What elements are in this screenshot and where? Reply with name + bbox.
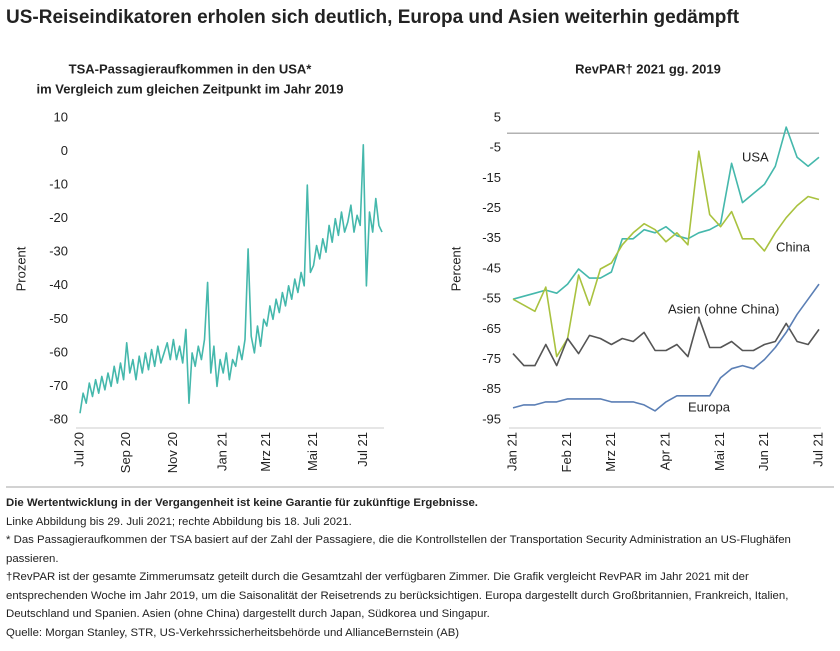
y-tick-label: -40 bbox=[49, 277, 68, 292]
note: Quelle: Morgan Stanley, STR, US-Verkehrs… bbox=[6, 626, 460, 639]
y-tick-label: -15 bbox=[482, 170, 501, 185]
x-tick-label: Nov 20 bbox=[165, 432, 180, 473]
x-tick-label: Jan 21 bbox=[504, 432, 519, 471]
y-tick-label: -70 bbox=[49, 378, 68, 393]
y-tick-label: -25 bbox=[482, 200, 501, 215]
y-tick-label: -95 bbox=[482, 411, 501, 426]
x-tick-label: Jul 20 bbox=[71, 432, 86, 467]
line bbox=[79, 144, 383, 414]
y-tick-label: -55 bbox=[482, 291, 501, 306]
y-tick-label: -5 bbox=[489, 140, 501, 155]
chart-title: im Vergleich zum gleichen Zeitpunkt im J… bbox=[36, 81, 343, 96]
y-tick-label: 10 bbox=[54, 109, 68, 124]
notes: Die Wertentwicklung in der Vergangenheit… bbox=[6, 494, 832, 642]
series-label: USA bbox=[742, 149, 769, 164]
y-axis-label: Percent bbox=[448, 246, 463, 291]
y-tick-label: -80 bbox=[49, 411, 68, 426]
series-label: China bbox=[776, 239, 811, 254]
chart-title: RevPAR† 2021 gg. 2019 bbox=[575, 61, 721, 76]
x-tick-label: Mrz 21 bbox=[258, 432, 273, 472]
x-tick-label: Jan 21 bbox=[215, 432, 230, 471]
y-tick-label: -60 bbox=[49, 344, 68, 359]
series-line bbox=[512, 316, 820, 367]
x-tick-label: Jul 21 bbox=[355, 432, 370, 467]
series-line bbox=[512, 126, 820, 300]
chart-title: TSA-Passagieraufkommen in den USA* bbox=[69, 61, 313, 76]
x-tick-label: Sep 20 bbox=[118, 432, 133, 473]
x-tick-label: Jul 21 bbox=[810, 432, 825, 467]
series-line bbox=[512, 283, 820, 412]
y-tick-label: -45 bbox=[482, 260, 501, 275]
note: †RevPAR ist der gesamte Zimmerumsatz get… bbox=[6, 571, 789, 620]
x-tick-label: Mai 21 bbox=[305, 432, 320, 471]
x-tick-label: Mrz 21 bbox=[603, 432, 618, 472]
chart: US-Reiseindikatoren erholen sich deutlic… bbox=[6, 7, 834, 488]
note: Linke Abbildung bis 29. Juli 2021; recht… bbox=[6, 515, 352, 528]
y-tick-label: -65 bbox=[482, 321, 501, 336]
x-tick-label: Apr 21 bbox=[657, 432, 672, 470]
y-tick-label: 0 bbox=[61, 143, 68, 158]
x-tick-label: Feb 21 bbox=[559, 432, 574, 472]
y-tick-label: -30 bbox=[49, 244, 68, 259]
note: Die Wertentwicklung in der Vergangenheit… bbox=[6, 497, 478, 509]
note: * Das Passagieraufkommen der TSA basiert… bbox=[6, 534, 791, 565]
x-tick-label: Jun 21 bbox=[756, 432, 771, 471]
y-tick-label: 5 bbox=[494, 109, 501, 124]
y-tick-label: -50 bbox=[49, 311, 68, 326]
y-tick-label: -75 bbox=[482, 351, 501, 366]
page-title: US-Reiseindikatoren erholen sich deutlic… bbox=[6, 7, 740, 28]
y-tick-label: -20 bbox=[49, 210, 68, 225]
y-axis-label: Prozent bbox=[13, 246, 28, 291]
y-tick-label: -35 bbox=[482, 230, 501, 245]
y-tick-label: -85 bbox=[482, 381, 501, 396]
x-tick-label: Mai 21 bbox=[712, 432, 727, 471]
y-tick-label: -10 bbox=[49, 177, 68, 192]
series-line bbox=[512, 150, 820, 358]
series-label: Asien (ohne China) bbox=[668, 301, 779, 316]
series-label: Europa bbox=[688, 399, 731, 414]
